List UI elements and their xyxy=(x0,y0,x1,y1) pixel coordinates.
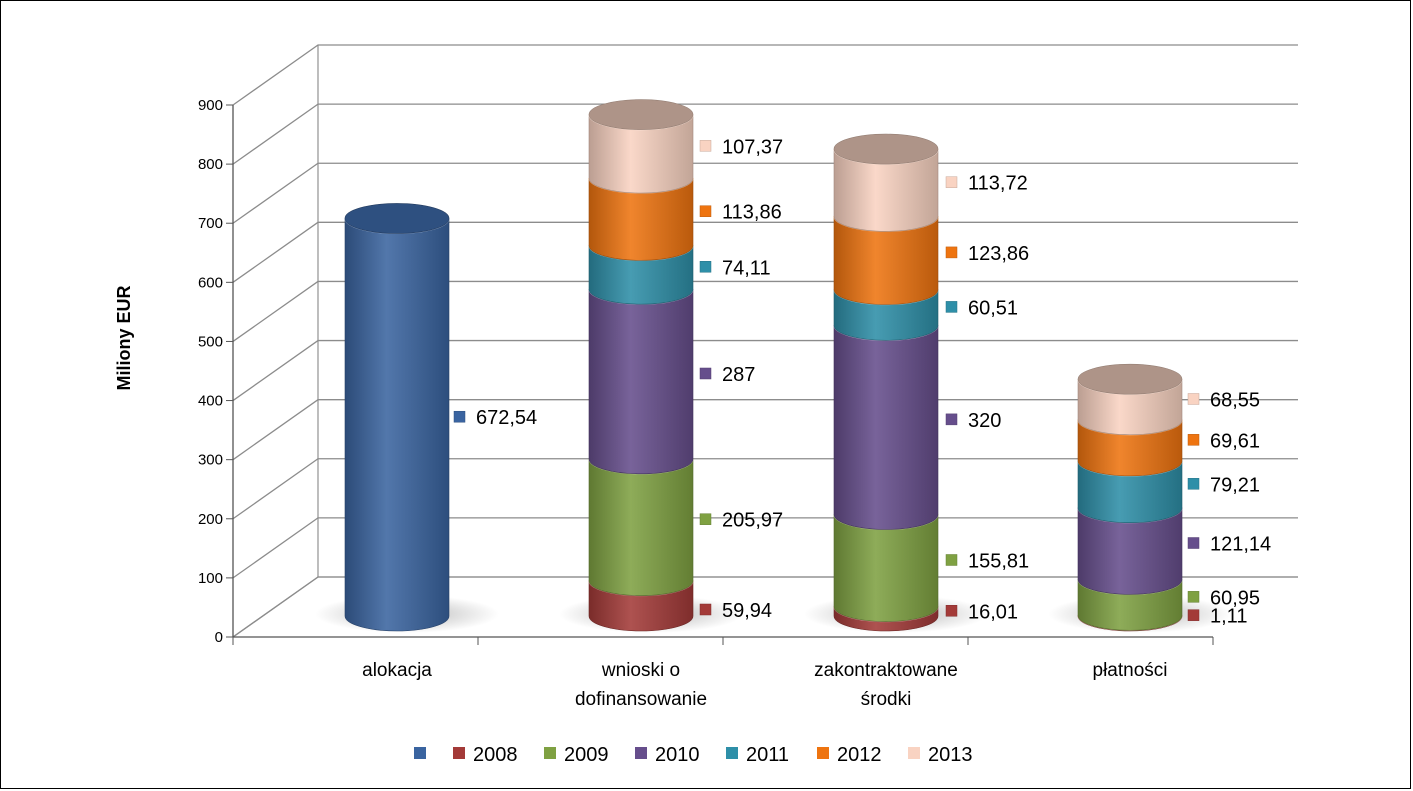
legend-swatch xyxy=(726,747,738,759)
data-label: 59,94 xyxy=(722,600,772,622)
data-label-marker xyxy=(699,367,712,380)
data-label-marker xyxy=(1187,434,1200,446)
data-label: 123,86 xyxy=(968,243,1029,265)
category-label: płatności xyxy=(1093,660,1168,681)
y-tick-label: 800 xyxy=(198,156,223,173)
data-label-marker xyxy=(1187,537,1200,549)
data-label-marker xyxy=(945,301,958,313)
legend-swatch xyxy=(544,747,556,759)
gridline xyxy=(232,458,1298,520)
legend-swatch xyxy=(453,747,465,759)
y-tick-label: 600 xyxy=(198,274,223,291)
data-label-marker xyxy=(453,410,466,423)
legend-swatch xyxy=(635,747,647,759)
data-label-marker xyxy=(945,176,958,188)
gridline xyxy=(232,399,1298,461)
legend-label: 2009 xyxy=(564,744,609,766)
cylinder-top xyxy=(588,99,694,130)
legend-label: 2010 xyxy=(655,744,700,766)
data-label: 107,37 xyxy=(722,136,783,158)
cylinder-segment xyxy=(344,218,450,632)
gridline xyxy=(232,44,1298,106)
data-label-marker xyxy=(1187,393,1200,405)
data-label: 68,55 xyxy=(1210,389,1260,411)
cylinders xyxy=(315,99,1232,633)
data-label: 205,97 xyxy=(722,510,783,532)
cylinder-top xyxy=(1077,363,1183,395)
y-tick-labels: 0 100 200 300 400 500 600 700 800 900 xyxy=(198,97,223,646)
data-label-marker xyxy=(699,261,712,273)
data-label: 69,61 xyxy=(1210,430,1260,452)
gridline xyxy=(232,162,1298,224)
data-label: 113,86 xyxy=(722,202,782,224)
gridline xyxy=(232,280,1298,342)
y-tick-label: 700 xyxy=(198,215,223,232)
gridline xyxy=(232,103,1298,165)
legend-swatch xyxy=(817,747,829,759)
cylinder-segment xyxy=(833,514,939,622)
gridlines xyxy=(232,44,1298,638)
category-label: alokacja xyxy=(362,660,432,681)
gridline xyxy=(232,339,1298,402)
data-label-marker xyxy=(699,513,712,525)
legend-swatch xyxy=(908,747,920,759)
y-tick-label: 900 xyxy=(198,97,223,114)
data-label: 672,54 xyxy=(476,407,537,429)
y-axis-label: Miliony EUR xyxy=(114,285,134,390)
axes xyxy=(226,104,1214,645)
gridline xyxy=(232,221,1298,283)
data-label-marker xyxy=(1187,609,1200,621)
cylinder-segment xyxy=(588,458,694,596)
y-tick-label: 300 xyxy=(198,452,223,469)
data-label-marker xyxy=(945,246,958,259)
category-label: zakontraktowane środki xyxy=(814,660,958,710)
data-label-marker xyxy=(699,603,712,616)
data-labels: 672,54 59,94 205,97 287 74,11 113,86 107,37 16,… xyxy=(453,136,1271,628)
data-label: 60,95 xyxy=(1210,587,1260,609)
data-label: 60,51 xyxy=(968,297,1018,319)
data-label-marker xyxy=(1187,591,1200,603)
data-label: 79,21 xyxy=(1210,474,1260,496)
data-label-marker xyxy=(699,205,712,217)
data-label-marker xyxy=(1187,478,1200,490)
data-label-marker xyxy=(945,554,958,566)
y-tick-label: 0 xyxy=(215,629,223,646)
cylinder-top xyxy=(833,133,939,165)
data-label-marker xyxy=(945,605,958,617)
gridline xyxy=(232,517,1298,579)
data-label: 113,72 xyxy=(968,173,1028,195)
gridline xyxy=(232,576,1298,638)
data-label: 16,01 xyxy=(968,601,1018,623)
data-label: 155,81 xyxy=(968,550,1029,572)
y-tick-label: 400 xyxy=(198,393,223,410)
data-label: 320 xyxy=(968,410,1001,432)
category-label: wnioski o dofinansowanie xyxy=(575,660,707,710)
legend: 2008 2009 2010 2011 2012 2013 xyxy=(414,744,973,766)
data-label-marker xyxy=(699,140,712,152)
data-label: 121,14 xyxy=(1210,534,1271,556)
legend-label: 2012 xyxy=(837,744,882,766)
cylinder-top xyxy=(344,203,450,234)
legend-label: 2011 xyxy=(746,744,789,766)
y-tick-label: 100 xyxy=(198,570,223,587)
data-label-marker xyxy=(945,413,958,426)
y-tick-label: 200 xyxy=(198,511,223,528)
data-label: 287 xyxy=(722,364,755,386)
legend-swatch xyxy=(414,747,426,759)
data-label: 74,11 xyxy=(722,257,771,279)
data-label: 1,11 xyxy=(1210,606,1247,628)
legend-label: 2013 xyxy=(928,744,973,766)
legend-label: 2008 xyxy=(473,744,518,766)
y-tick-label: 500 xyxy=(198,333,223,350)
category-labels: alokacja wnioski o dofinansowanie zakontrak… xyxy=(362,660,1167,710)
cylinder-segment xyxy=(833,325,939,530)
cylinder-segment xyxy=(588,289,694,475)
